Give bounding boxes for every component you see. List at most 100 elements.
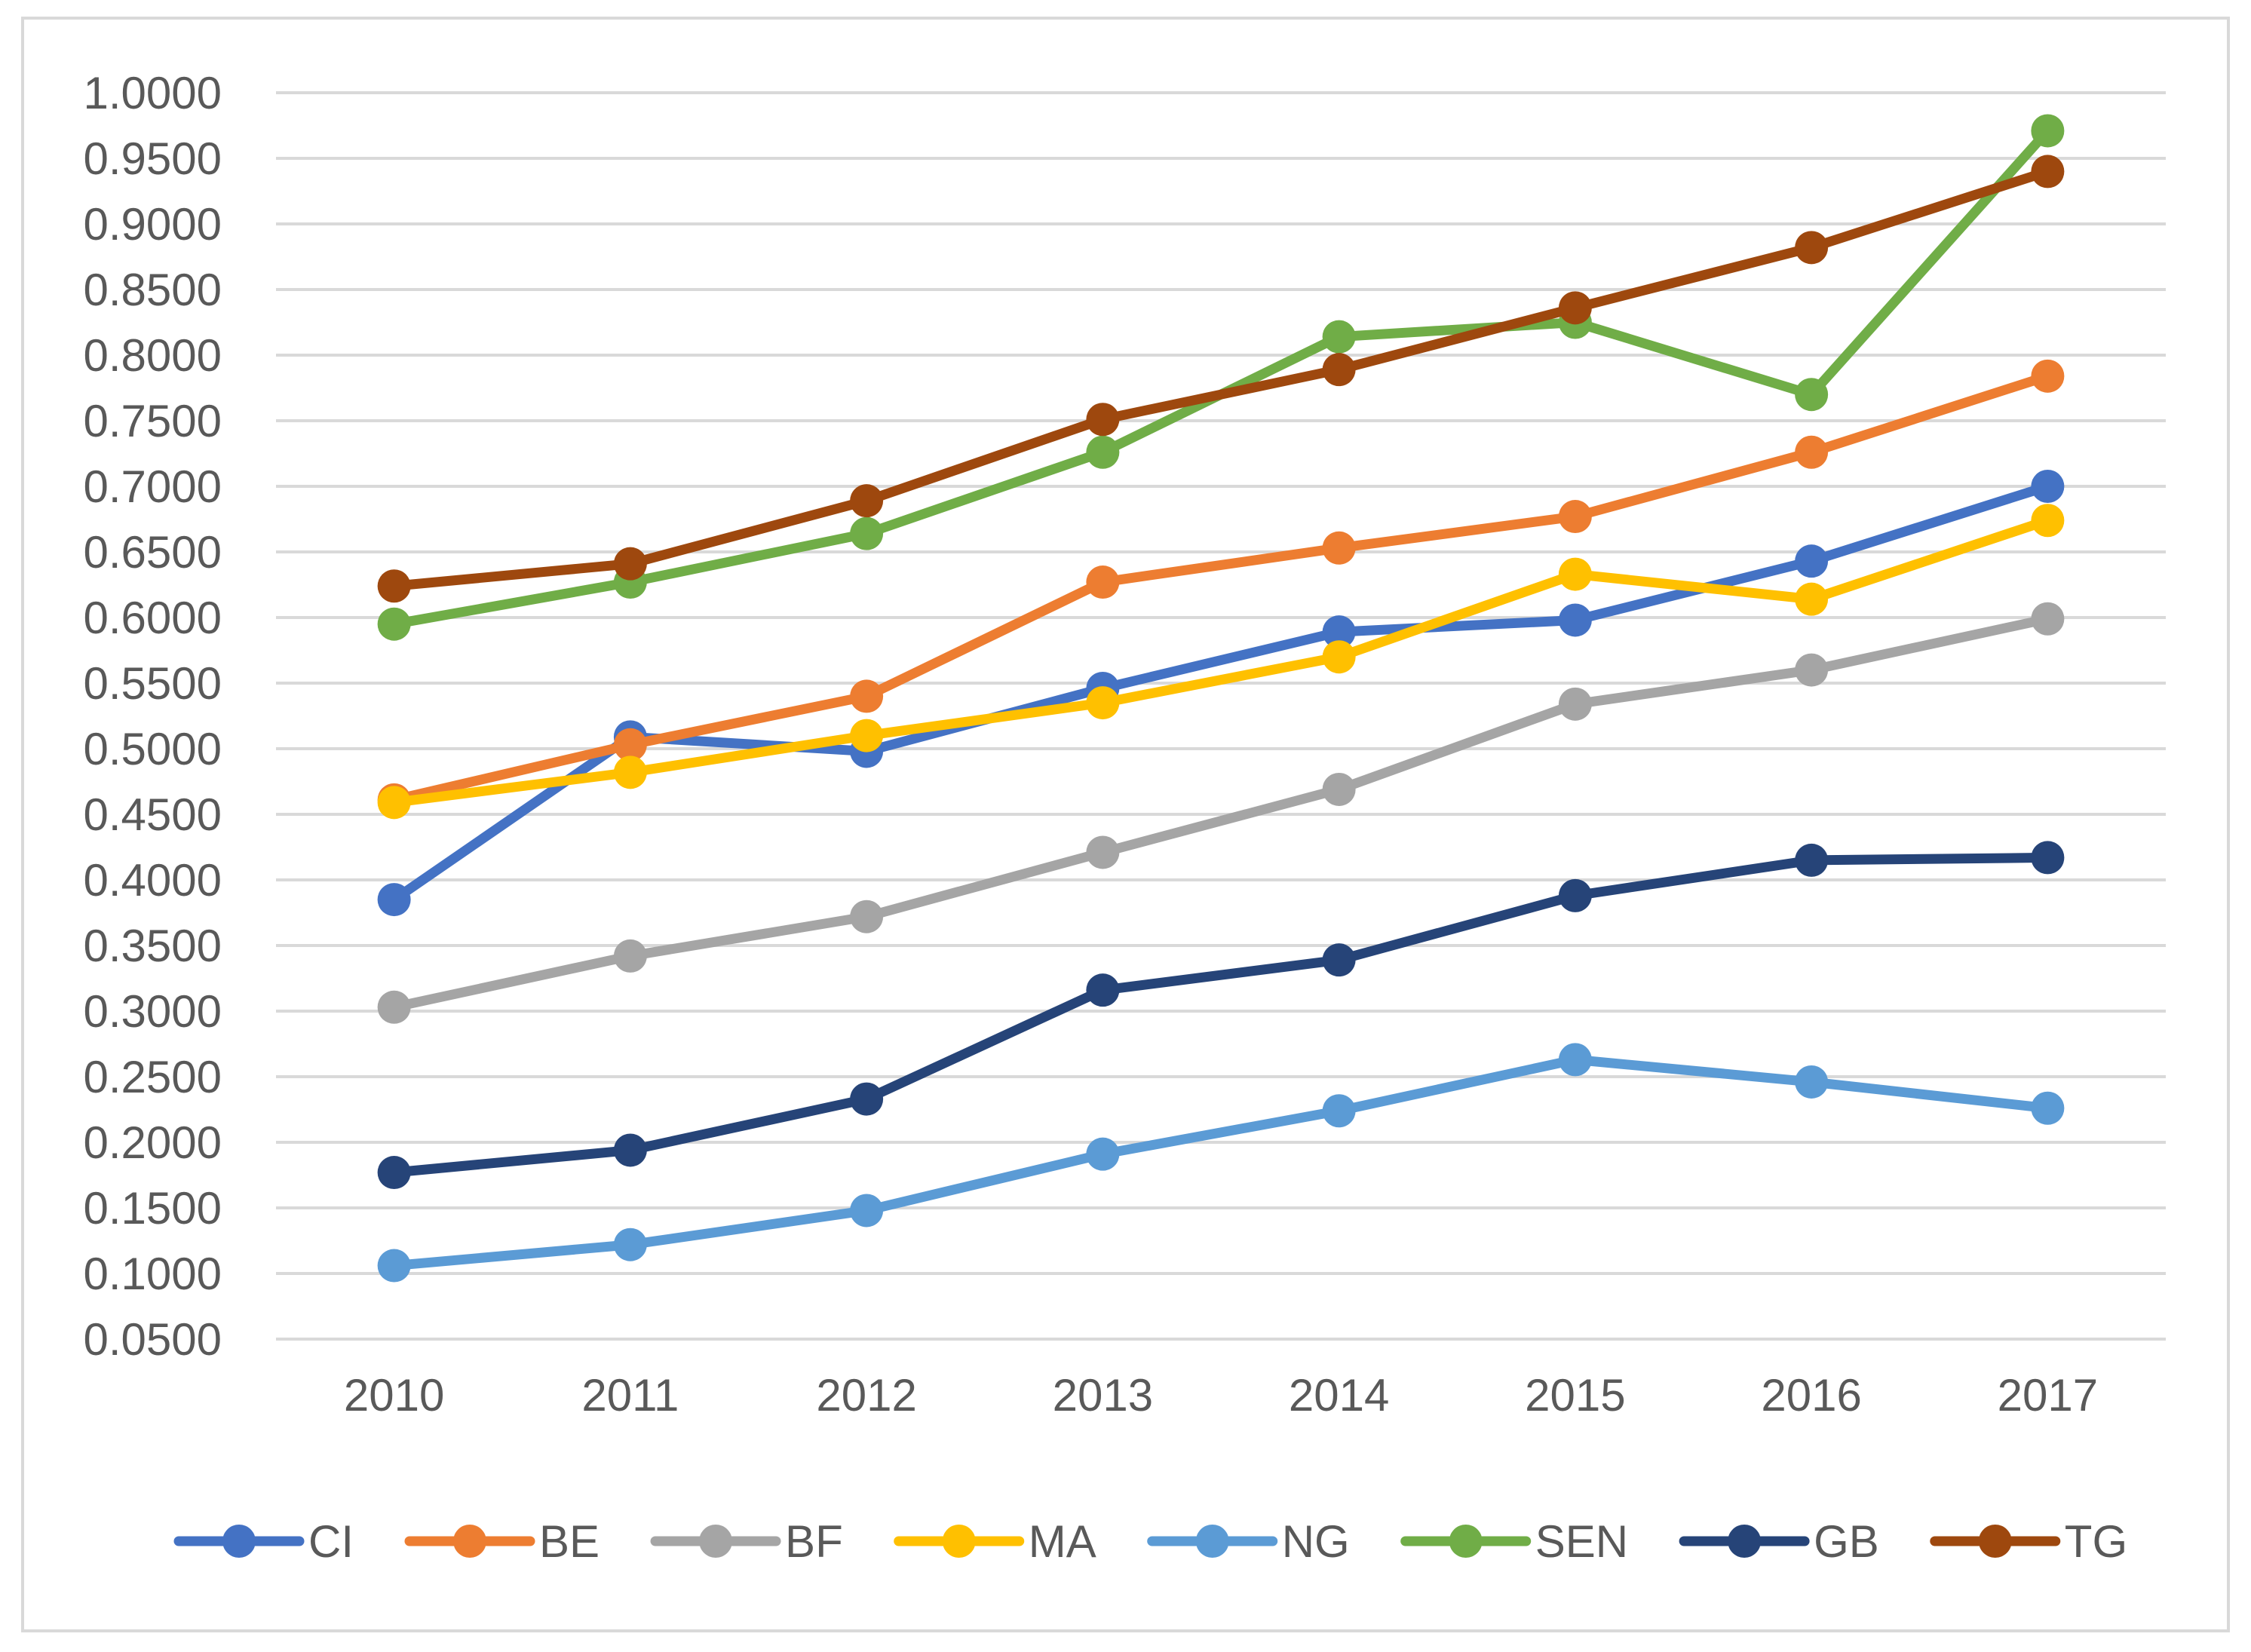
legend-swatch-marker — [699, 1525, 733, 1558]
data-point-ma-2010 — [377, 786, 411, 820]
series-line-tg — [389, 166, 2053, 591]
data-point-tg-2013 — [1086, 403, 1120, 437]
series-gb — [377, 841, 2065, 1190]
data-point-ma-2015 — [1558, 557, 1592, 591]
data-point-bf-2012 — [850, 900, 884, 933]
data-point-tg-2016 — [1795, 231, 1829, 265]
legend-item-be: BE — [404, 1516, 600, 1567]
x-tick-label: 2013 — [1053, 1370, 1153, 1421]
series-ng — [377, 1043, 2065, 1283]
data-point-ma-2013 — [1086, 686, 1120, 720]
y-tick-label: 0.9000 — [83, 199, 222, 250]
legend-label: SEN — [1535, 1516, 1628, 1567]
y-tick-label: 0.1000 — [83, 1249, 222, 1299]
y-tick-label: 0.6500 — [83, 527, 222, 578]
series-lines — [377, 114, 2065, 1283]
x-tick-label: 2017 — [1998, 1370, 2098, 1421]
data-point-ci-2015 — [1558, 603, 1592, 637]
data-point-ma-2011 — [613, 756, 647, 789]
data-point-be-2017 — [2031, 359, 2065, 393]
line-chart: 0.0500 0.1000 0.1500 0.2000 0.2500 0.3000 0.35… — [83, 68, 2166, 1567]
data-point-tg-2015 — [1558, 291, 1592, 325]
data-point-ci-2016 — [1795, 544, 1829, 578]
data-point-bf-2010 — [377, 990, 411, 1024]
data-point-sen-2010 — [377, 607, 411, 641]
x-tick-label: 2014 — [1289, 1370, 1389, 1421]
x-tick-label: 2015 — [1525, 1370, 1625, 1421]
data-point-sen-2014 — [1322, 320, 1356, 354]
y-tick-label: 0.8500 — [83, 265, 222, 315]
data-point-sen-2012 — [850, 516, 884, 550]
legend-swatch-marker — [1728, 1525, 1762, 1558]
data-point-tg-2014 — [1322, 353, 1356, 387]
data-point-ma-2017 — [2031, 504, 2065, 538]
data-point-gb-2014 — [1322, 943, 1356, 977]
data-point-tg-2012 — [850, 484, 884, 518]
legend-swatch-marker — [222, 1525, 256, 1558]
data-point-gb-2012 — [850, 1082, 884, 1116]
series-ma — [377, 504, 2065, 820]
legend-item-tg: TG — [1930, 1516, 2127, 1567]
y-tick-label: 0.2000 — [83, 1117, 222, 1168]
legend-swatch-marker — [942, 1525, 976, 1558]
y-tick-label: 0.5000 — [83, 724, 222, 774]
legend-swatch-marker — [453, 1525, 486, 1558]
data-point-ma-2014 — [1322, 640, 1356, 674]
data-point-ci-2010 — [377, 883, 411, 917]
y-tick-label: 0.3000 — [83, 986, 222, 1037]
legend-item-sen: SEN — [1400, 1516, 1628, 1567]
y-tick-label: 0.4500 — [83, 789, 222, 840]
legend-swatch-marker — [1449, 1525, 1483, 1558]
data-point-ci-2014 — [1322, 615, 1356, 649]
y-tick-label: 1.0000 — [83, 68, 222, 118]
data-point-be-2015 — [1558, 500, 1592, 534]
data-point-be-2012 — [850, 679, 884, 713]
data-point-be-2016 — [1795, 435, 1829, 469]
series-line-gb — [389, 852, 2053, 1178]
y-tick-label: 0.8000 — [83, 330, 222, 381]
data-point-be-2014 — [1322, 531, 1356, 565]
y-tick-label: 0.0500 — [83, 1314, 222, 1365]
data-point-bf-2013 — [1086, 835, 1120, 869]
x-tick-label: 2010 — [344, 1370, 444, 1421]
legend-label: BF — [785, 1516, 843, 1567]
legend-swatch-marker — [1978, 1525, 2012, 1558]
x-axis-tick-labels: 2010 2011 2012 2013 2014 2015 2016 2017 — [344, 1370, 2098, 1421]
data-point-bf-2016 — [1795, 653, 1829, 687]
y-axis-tick-labels: 0.0500 0.1000 0.1500 0.2000 0.2500 0.3000 0.35… — [83, 68, 222, 1365]
legend-item-gb: GB — [1679, 1516, 1879, 1567]
legend-label: CI — [308, 1516, 354, 1567]
y-tick-label: 0.6000 — [83, 593, 222, 643]
y-tick-label: 0.2500 — [83, 1052, 222, 1102]
series-tg — [377, 155, 2065, 603]
data-point-bf-2017 — [2031, 602, 2065, 636]
y-tick-label: 0.1500 — [83, 1183, 222, 1234]
legend-label: TG — [2065, 1516, 2127, 1567]
data-point-tg-2010 — [377, 569, 411, 603]
data-point-gb-2010 — [377, 1156, 411, 1190]
data-point-gb-2017 — [2031, 841, 2065, 875]
data-point-ma-2016 — [1795, 582, 1829, 616]
data-point-sen-2017 — [2031, 114, 2065, 148]
data-point-ng-2010 — [377, 1249, 411, 1283]
data-point-gb-2016 — [1795, 843, 1829, 877]
x-tick-label: 2016 — [1761, 1370, 1861, 1421]
series-line-bf — [389, 614, 2053, 1013]
series-line-be — [389, 371, 2053, 805]
legend-label: BE — [539, 1516, 600, 1567]
data-point-be-2013 — [1086, 565, 1120, 599]
data-point-gb-2015 — [1558, 878, 1592, 912]
legend-label: GB — [1814, 1516, 1879, 1567]
data-point-tg-2011 — [613, 547, 647, 581]
data-point-bf-2015 — [1558, 687, 1592, 721]
data-point-be-2011 — [613, 728, 647, 762]
series-bf — [377, 602, 2065, 1024]
data-point-gb-2013 — [1086, 973, 1120, 1007]
data-point-bf-2014 — [1322, 772, 1356, 806]
legend-label: MA — [1029, 1516, 1096, 1567]
data-point-ng-2012 — [850, 1194, 884, 1228]
x-tick-label: 2012 — [816, 1370, 916, 1421]
data-point-sen-2013 — [1086, 435, 1120, 469]
y-tick-label: 0.4000 — [83, 855, 222, 906]
data-point-ng-2011 — [613, 1228, 647, 1261]
